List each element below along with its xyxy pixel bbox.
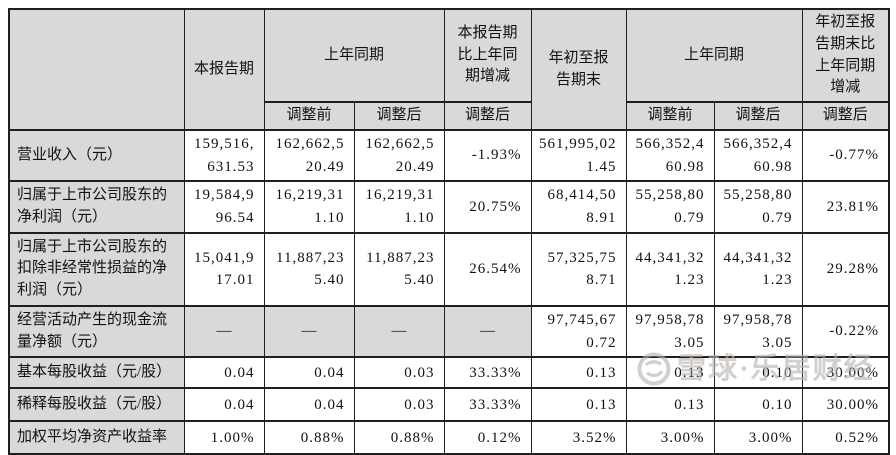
value-cell: 29.28% bbox=[801, 231, 890, 307]
table-row: 基本每股收益（元/股） 0.04 0.04 0.03 33.33% 0.13 0.13 0.1… bbox=[8, 356, 890, 390]
value-cell: 19,584,996.54 bbox=[183, 180, 265, 234]
row-label: 加权平均净资产收益率 bbox=[8, 420, 185, 455]
financial-summary-table-wrap: 本报告期 上年同期 本报告期 比上年同 期增减 年初至报 告期末 上年同期 年初… bbox=[8, 8, 891, 455]
value-cell: 0.03 bbox=[353, 387, 445, 423]
value-cell: 162,662,520.49 bbox=[353, 129, 445, 182]
col-header-ytd-change: 年初至报 告期末比 上年同期 增减 bbox=[801, 8, 890, 103]
value-cell: 3.00% bbox=[625, 420, 715, 455]
value-cell: 3.52% bbox=[530, 420, 627, 455]
value-cell: 97,958,783.05 bbox=[625, 304, 715, 359]
value-cell: -0.77% bbox=[801, 129, 890, 182]
row-label: 归属于上市公司股东的 扣除非经常性损益的净 利润（元） bbox=[8, 231, 185, 307]
value-cell: 0.03 bbox=[353, 356, 445, 390]
value-cell: 0.52% bbox=[801, 420, 890, 455]
empty-value-cell: — bbox=[263, 304, 355, 359]
value-cell: 162,662,520.49 bbox=[263, 129, 355, 182]
col-header-current-period: 本报告期 bbox=[183, 8, 265, 131]
value-cell: 23.81% bbox=[801, 180, 890, 234]
value-cell: 11,887,235.40 bbox=[263, 231, 355, 307]
value-cell: 0.04 bbox=[263, 387, 355, 423]
value-cell: 1.00% bbox=[183, 420, 265, 455]
subcol-after-adjust: 调整后 bbox=[713, 101, 803, 131]
value-cell: 30.00% bbox=[801, 387, 890, 423]
row-label: 稀释每股收益（元/股） bbox=[8, 387, 185, 423]
value-cell: 20.75% bbox=[443, 180, 532, 234]
empty-value-cell: — bbox=[353, 304, 445, 359]
value-cell: 0.13 bbox=[625, 356, 715, 390]
value-cell: 44,341,321.23 bbox=[713, 231, 803, 307]
value-cell: 16,219,311.10 bbox=[353, 180, 445, 234]
subcol-after-adjust: 调整后 bbox=[353, 101, 445, 131]
value-cell: 0.10 bbox=[713, 387, 803, 423]
value-cell: 26.54% bbox=[443, 231, 532, 307]
value-cell: 0.12% bbox=[443, 420, 532, 455]
value-cell: 0.04 bbox=[263, 356, 355, 390]
value-cell: 16,219,311.10 bbox=[263, 180, 355, 234]
value-cell: 33.33% bbox=[443, 356, 532, 390]
value-cell: 11,887,235.40 bbox=[353, 231, 445, 307]
row-label: 经营活动产生的现金流 量净额（元） bbox=[8, 304, 185, 359]
value-cell: 0.88% bbox=[353, 420, 445, 455]
value-cell: 0.04 bbox=[183, 387, 265, 423]
value-cell: 97,958,783.05 bbox=[713, 304, 803, 359]
value-cell: 55,258,800.79 bbox=[713, 180, 803, 234]
value-cell: 566,352,460.98 bbox=[713, 129, 803, 182]
corner-cell bbox=[8, 8, 185, 131]
subcol-before-adjust: 调整前 bbox=[263, 101, 355, 131]
subcol-after-adjust: 调整后 bbox=[801, 101, 890, 131]
header-row-1: 本报告期 上年同期 本报告期 比上年同 期增减 年初至报 告期末 上年同期 年初… bbox=[8, 8, 890, 131]
value-cell: 97,745,670.72 bbox=[530, 304, 627, 359]
value-cell: 0.13 bbox=[530, 356, 627, 390]
header-row-2: 调整前 调整后 调整后 调整前 调整后 调整后 bbox=[9, 101, 890, 131]
row-label: 归属于上市公司股东的 净利润（元） bbox=[8, 180, 185, 234]
value-cell: -1.93% bbox=[443, 129, 532, 182]
col-header-prior-period: 上年同期 bbox=[263, 8, 445, 103]
value-cell: 566,352,460.98 bbox=[625, 129, 715, 182]
value-cell: 561,995,021.45 bbox=[530, 129, 627, 182]
value-cell: 0.13 bbox=[530, 387, 627, 423]
value-cell: 0.13 bbox=[625, 387, 715, 423]
value-cell: 30.00% bbox=[801, 356, 890, 390]
table-row: 归属于上市公司股东的 扣除非经常性损益的净 利润（元） 15,041,917.01… bbox=[8, 231, 890, 307]
value-cell: 55,258,800.79 bbox=[625, 180, 715, 234]
value-cell: 33.33% bbox=[443, 387, 532, 423]
empty-value-cell: — bbox=[443, 304, 532, 359]
value-cell: 57,325,758.71 bbox=[530, 231, 627, 307]
value-cell: 15,041,917.01 bbox=[183, 231, 265, 307]
table-body: 营业收入（元） 159,516,631.53 162,662,520.49 162,6… bbox=[8, 129, 890, 455]
row-label: 营业收入（元） bbox=[8, 129, 185, 182]
table-row: 稀释每股收益（元/股） 0.04 0.04 0.03 33.33% 0.13 0.13 0.1… bbox=[8, 387, 890, 423]
value-cell: 0.04 bbox=[183, 356, 265, 390]
value-cell: 0.88% bbox=[263, 420, 355, 455]
subcol-after-adjust: 调整后 bbox=[443, 101, 532, 131]
empty-value-cell: — bbox=[183, 304, 265, 359]
table-row: 营业收入（元） 159,516,631.53 162,662,520.49 162,6… bbox=[8, 129, 890, 182]
col-header-prior-period-ytd: 上年同期 bbox=[625, 8, 803, 103]
table-row: 归属于上市公司股东的 净利润（元） 19,584,996.54 16,219,311… bbox=[8, 180, 890, 234]
value-cell: -0.22% bbox=[801, 304, 890, 359]
financial-summary-table: 本报告期 上年同期 本报告期 比上年同 期增减 年初至报 告期末 上年同期 年初… bbox=[8, 8, 891, 455]
col-header-ytd: 年初至报 告期末 bbox=[530, 8, 627, 131]
value-cell: 3.00% bbox=[713, 420, 803, 455]
table-row: 经营活动产生的现金流 量净额（元） — — — —97,745,670.72 97,958… bbox=[8, 304, 890, 359]
value-cell: 68,414,508.91 bbox=[530, 180, 627, 234]
value-cell: 0.10 bbox=[713, 356, 803, 390]
value-cell: 44,341,321.23 bbox=[625, 231, 715, 307]
row-label: 基本每股收益（元/股） bbox=[8, 356, 185, 390]
col-header-period-change: 本报告期 比上年同 期增减 bbox=[443, 8, 532, 103]
subcol-before-adjust: 调整前 bbox=[625, 101, 715, 131]
value-cell: 159,516,631.53 bbox=[183, 129, 265, 182]
table-row: 加权平均净资产收益率 1.00% 0.88% 0.88% 0.12% 3.52% 3.00%… bbox=[8, 420, 890, 455]
